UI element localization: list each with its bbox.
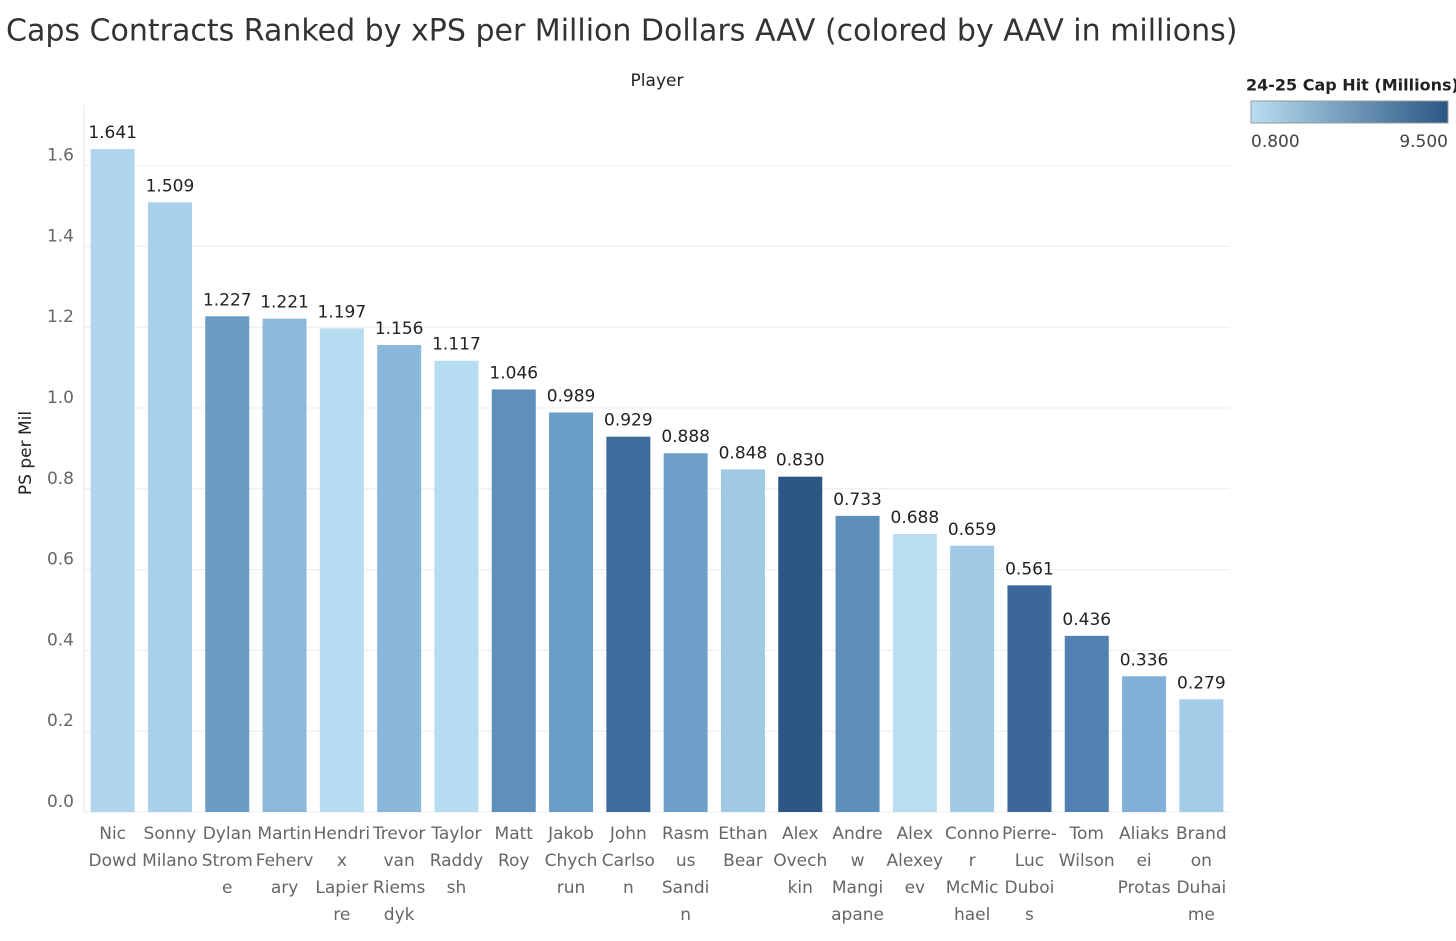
x-tick-label: Alex Alexeyev — [886, 824, 944, 898]
y-tick-label: 0.6 — [47, 550, 74, 570]
value-label: 0.888 — [661, 427, 710, 447]
x-tick-label: Martin Fehervary — [255, 824, 314, 898]
x-tick-label: Aliaksei Protas — [1117, 824, 1171, 898]
legend-colorbar — [1250, 100, 1449, 124]
value-label: 0.733 — [833, 490, 882, 510]
value-label: 0.929 — [604, 411, 653, 431]
x-tick-label: Ethan Bear — [718, 824, 768, 871]
x-tick-label: Alex Ovechkin — [773, 824, 828, 898]
value-label: 0.659 — [948, 520, 997, 540]
value-label: 1.046 — [489, 363, 538, 383]
bar — [434, 360, 479, 812]
value-label: 1.227 — [203, 290, 252, 310]
y-tick-label: 1.0 — [47, 388, 74, 408]
bar — [90, 149, 135, 812]
bar — [835, 515, 880, 812]
bar — [950, 545, 995, 812]
value-label: 1.197 — [318, 302, 367, 322]
bar — [778, 476, 823, 812]
x-tick-label: Sonny Milano — [142, 824, 198, 871]
x-tick-label: Brandon Duhaime — [1176, 824, 1227, 925]
value-label: 0.830 — [776, 451, 825, 471]
value-label: 1.156 — [375, 319, 424, 339]
value-label: 0.561 — [1005, 559, 1054, 579]
bar — [319, 328, 364, 812]
value-label: 1.117 — [432, 335, 481, 355]
bar — [892, 534, 937, 812]
value-label: 0.336 — [1120, 650, 1169, 670]
value-label: 0.848 — [719, 443, 768, 463]
y-tick-label: 1.6 — [47, 146, 74, 166]
y-tick-label: 0.0 — [47, 792, 74, 812]
x-tick-label: Andrew Mangiapane — [831, 824, 884, 925]
x-tick-label: Pierre-Luc Dubois — [1001, 824, 1057, 925]
x-tick-label: John Carlson — [601, 824, 655, 898]
x-tick-label: Hendrix Lapierre — [313, 824, 371, 925]
x-tick-label: Trevor van Riemsdyk — [372, 824, 426, 925]
bar — [147, 202, 192, 812]
x-tick-label: Rasmus Sandin — [661, 824, 710, 925]
legend-min-label: 0.800 — [1251, 132, 1300, 152]
bar — [549, 412, 594, 812]
y-tick-label: 1.2 — [47, 307, 74, 327]
chart-title: Caps Contracts Ranked by xPS per Million… — [6, 14, 1237, 49]
x-tick-label: Jakob Chychrun — [544, 824, 598, 898]
bar — [1122, 676, 1167, 812]
bar — [663, 453, 708, 812]
x-tick-label: Connor McMichael — [945, 824, 1000, 925]
x-tick-label: Dylan Strome — [201, 824, 253, 898]
bar — [377, 344, 422, 812]
value-label: 1.641 — [88, 123, 137, 143]
bar — [491, 389, 536, 812]
bar — [720, 469, 765, 812]
x-tick-label: Matt Roy — [494, 824, 533, 871]
value-label: 1.509 — [146, 176, 195, 196]
y-tick-label: 1.4 — [47, 226, 74, 246]
bar — [1179, 699, 1224, 812]
x-axis-title: Player — [631, 71, 684, 91]
y-tick-label: 0.2 — [47, 711, 74, 731]
value-label: 0.989 — [547, 386, 596, 406]
bar — [262, 318, 307, 812]
x-tick-label: Taylor Raddysh — [429, 824, 484, 898]
value-label: 0.688 — [891, 508, 940, 528]
y-tick-label: 0.4 — [47, 630, 74, 650]
value-label: 0.436 — [1062, 610, 1111, 630]
y-tick-label: 0.8 — [47, 469, 74, 489]
bar — [1007, 585, 1052, 812]
bar — [205, 316, 250, 812]
value-label: 0.279 — [1177, 673, 1226, 693]
bar — [606, 436, 651, 812]
value-label: 1.221 — [260, 293, 309, 313]
bar — [1064, 635, 1109, 812]
y-axis-title: PS per Mil — [16, 411, 36, 495]
x-tick-label: Tom Wilson — [1058, 824, 1115, 871]
x-tick-label: Nic Dowd — [88, 824, 137, 871]
legend-title: 24-25 Cap Hit (Millions) — [1246, 76, 1456, 95]
legend-max-label: 9.500 — [1399, 132, 1448, 152]
